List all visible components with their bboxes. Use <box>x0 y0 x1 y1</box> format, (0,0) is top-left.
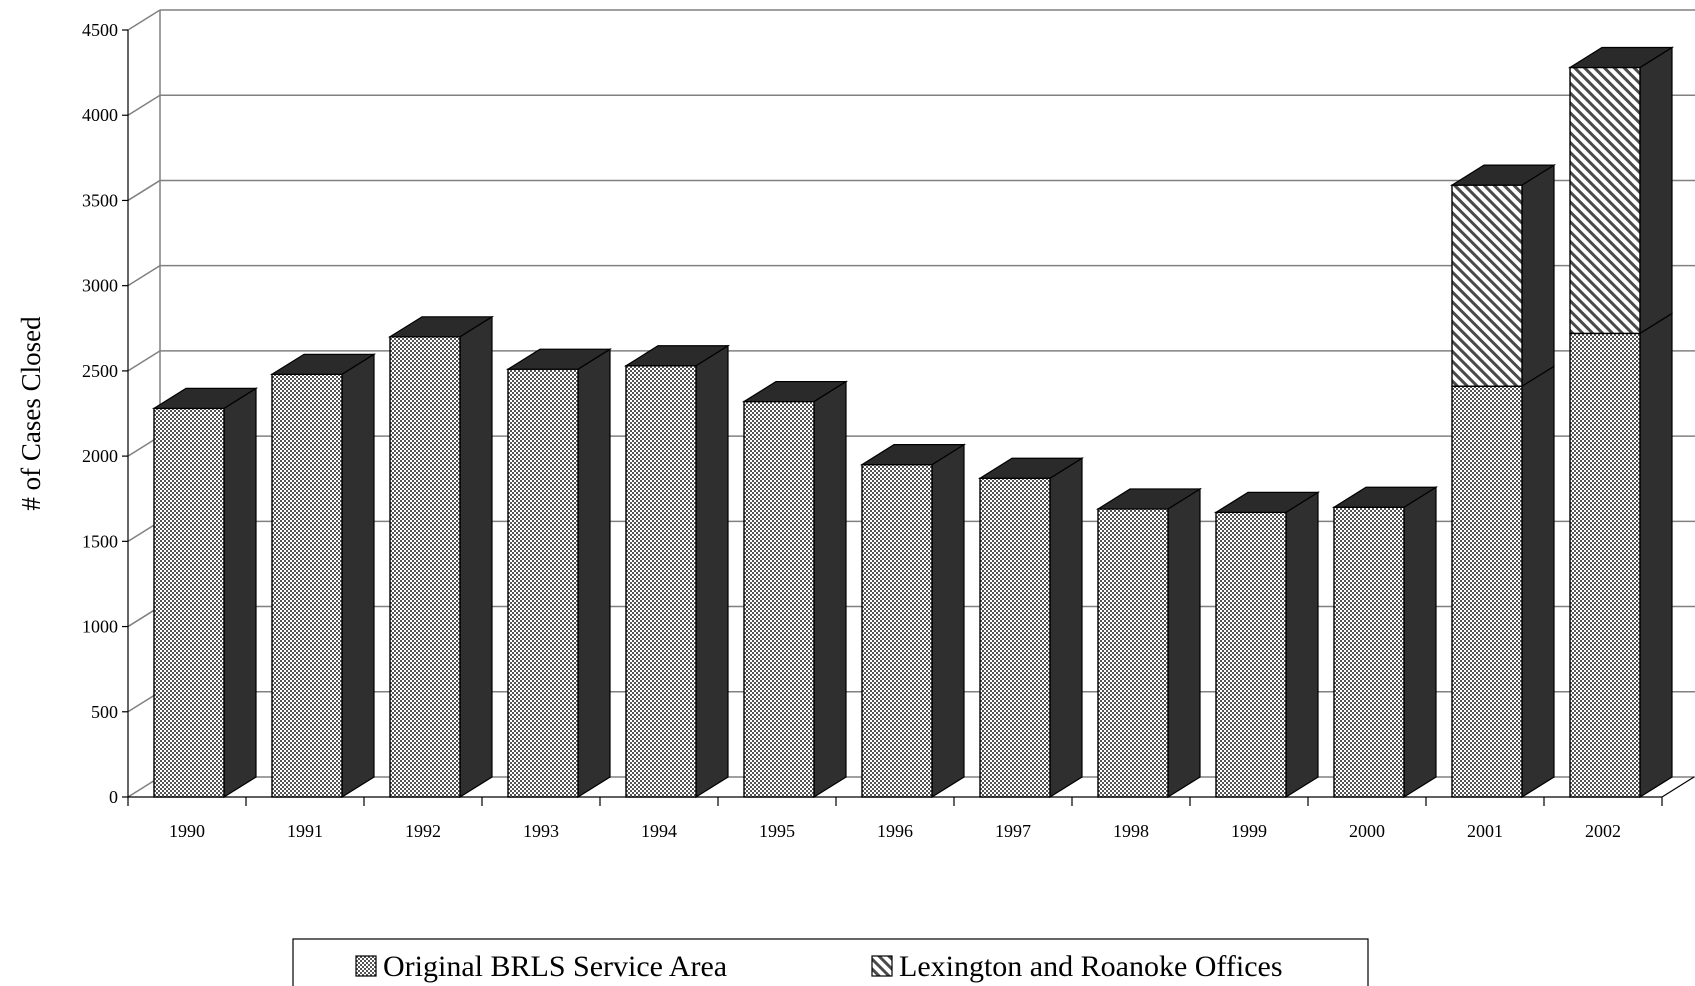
x-tick-label: 1996 <box>877 821 913 841</box>
x-tick-label: 1997 <box>995 821 1031 841</box>
x-tick-label: 1994 <box>641 821 677 841</box>
bar-side <box>1639 46 1673 335</box>
bar-top <box>1449 164 1557 186</box>
bar-side <box>459 315 493 799</box>
bar-top <box>269 353 377 375</box>
bar-group-2000 <box>1331 486 1439 799</box>
bar <box>1451 184 1523 387</box>
bar-group-1996 <box>859 443 967 799</box>
bar <box>389 336 461 798</box>
gridline-diagonal <box>127 350 161 372</box>
bar-group-1993 <box>505 348 613 799</box>
y-tick-label: 2500 <box>82 361 118 381</box>
bar-top <box>505 348 613 370</box>
bar-top <box>859 444 967 466</box>
y-tick-label: 3000 <box>82 276 118 296</box>
y-tick-label: 1500 <box>82 531 118 551</box>
x-tick-label: 2002 <box>1585 821 1621 841</box>
bar-side <box>577 348 611 799</box>
bar-side <box>223 387 257 799</box>
bar <box>743 400 815 798</box>
bar-side <box>341 353 375 799</box>
bars <box>151 46 1675 799</box>
x-tick-label: 1999 <box>1231 821 1267 841</box>
bar-side <box>1167 487 1201 799</box>
bar-side <box>1521 164 1555 388</box>
bar-top <box>1095 488 1203 510</box>
bar <box>271 373 343 798</box>
y-tick-label: 1000 <box>82 617 118 637</box>
bar-side <box>1521 365 1555 799</box>
gridline-diagonal <box>127 179 161 202</box>
y-tick-label: 2000 <box>82 446 118 466</box>
legend-label: Lexington and Roanoke Offices <box>899 950 1283 983</box>
bar <box>1451 385 1523 798</box>
x-tick-labels: 1990 1991 1992 1993 1994 1995 1996 1997 1998 1999… <box>169 821 1621 841</box>
bar-top <box>977 457 1085 479</box>
bar-side <box>1285 491 1319 799</box>
bar-top <box>1213 491 1321 513</box>
bar-group-2001 <box>1449 164 1557 799</box>
bar-group-1990 <box>151 387 259 799</box>
x-tick-label: 2001 <box>1467 821 1503 841</box>
bar-side <box>813 380 847 799</box>
bar-top <box>151 387 259 409</box>
floor-edge <box>1661 776 1695 798</box>
bar-group-1998 <box>1095 487 1203 799</box>
bar-group-1997 <box>977 457 1085 799</box>
y-tick-labels: 0 500 1000 1500 2000 2500 3000 3500 4000 4500 <box>82 20 118 807</box>
bar-top <box>623 345 731 367</box>
gridline-diagonal <box>127 94 161 116</box>
bar-side <box>695 344 729 799</box>
bar-group-1995 <box>741 380 849 799</box>
legend-box <box>292 938 1369 986</box>
legend-swatch <box>355 955 377 977</box>
bar-side <box>1639 312 1673 799</box>
x-tick-label: 1990 <box>169 821 205 841</box>
bar-group-2002 <box>1567 46 1675 799</box>
bar-side <box>1403 486 1437 799</box>
bar <box>861 463 933 798</box>
bar <box>1097 508 1169 798</box>
bar <box>1333 506 1405 798</box>
bar <box>153 407 225 798</box>
bar-top <box>1331 486 1439 508</box>
legend-swatch <box>871 955 893 977</box>
x-tick-label: 1992 <box>405 821 441 841</box>
bar-top <box>741 380 849 403</box>
y-tick-label: 4000 <box>82 105 118 125</box>
y-tick-label: 500 <box>91 702 118 722</box>
y-tick-label: 4500 <box>82 20 118 40</box>
bar-group-1992 <box>387 315 495 799</box>
bar-group-1999 <box>1213 491 1321 799</box>
y-axis-title: # of Cases Closed <box>16 316 46 511</box>
legend: Original BRLS Service Area Lexington and … <box>292 938 1369 986</box>
x-tick-label: 1991 <box>287 821 323 841</box>
x-tick-label: 1998 <box>1113 821 1149 841</box>
bar-top <box>387 316 495 338</box>
bar-group-1991 <box>269 353 377 799</box>
y-tick-label: 0 <box>109 787 118 807</box>
bar-side <box>1049 457 1083 799</box>
gridline-diagonal <box>127 9 161 31</box>
legend-label: Original BRLS Service Area <box>383 950 727 983</box>
bar <box>1215 511 1287 798</box>
bar <box>625 365 697 798</box>
x-tick-label: 1993 <box>523 821 559 841</box>
bar <box>979 477 1051 798</box>
x-tick-label: 1995 <box>759 821 795 841</box>
bar <box>507 368 579 798</box>
bar-top <box>1567 46 1675 69</box>
bar <box>1569 66 1641 335</box>
bar <box>1569 332 1641 798</box>
gridline-diagonal <box>127 265 161 287</box>
bar-group-1994 <box>623 344 731 799</box>
bar-side <box>931 443 965 799</box>
y-tick-label: 3500 <box>82 190 118 210</box>
x-tick-label: 2000 <box>1349 821 1385 841</box>
